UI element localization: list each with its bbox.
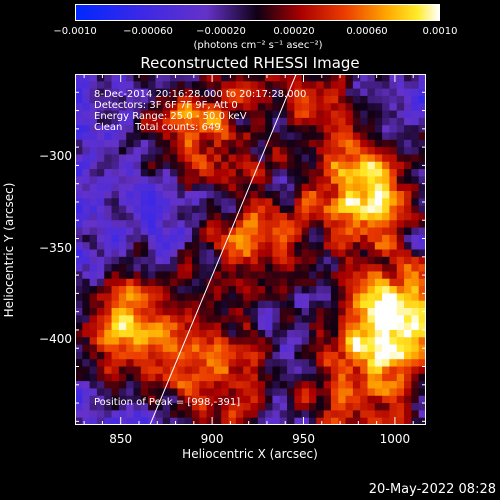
x-tick-label: 900 <box>200 432 224 446</box>
solar-limb-line <box>149 74 297 425</box>
x-tick-label: 1000 <box>379 432 411 446</box>
colorbar-unit-label: (photons cm⁻² s⁻¹ asec⁻²) <box>193 40 323 51</box>
heatmap-image <box>75 74 426 425</box>
colorbar-tick-label: 0.0010 <box>422 26 458 37</box>
info-line: Detectors: 3F 6F 7F 9F, Att 0 <box>94 100 238 111</box>
info-line: 8-Dec-2014 20:16:28.000 to 20:17:28.000 <box>94 89 307 100</box>
colorbar-tick-label: 0.00020 <box>273 26 315 37</box>
colorbar-tick-label: 0.00060 <box>346 26 388 37</box>
x-tick-label: 950 <box>292 432 315 446</box>
colorbar-tick-label: −0.00060 <box>123 26 173 37</box>
info-line: Energy Range: 25.0 - 50.0 keV <box>94 111 247 122</box>
plot-area <box>75 74 426 425</box>
heatmap-cells <box>75 74 426 425</box>
plot-frame <box>75 74 426 425</box>
x-axis-label: Heliocentric X (arcsec) <box>182 447 318 461</box>
colorbar-tick-label: −0.0010 <box>53 26 97 37</box>
y-tick-label: −350 <box>39 240 72 255</box>
x-tick-label: 850 <box>109 432 133 446</box>
colorbar <box>75 4 440 21</box>
timestamp: 20-May-2022 08:28 <box>368 482 496 497</box>
peak-position-label: Position of Peak = [998,-391] <box>94 397 241 408</box>
y-tick-label: −300 <box>39 149 72 164</box>
info-line: Clean Total counts: 649. <box>94 122 224 133</box>
axis-ticks <box>75 74 426 425</box>
colorbar-tick-label: −0.00020 <box>196 26 246 37</box>
y-tick-label: −400 <box>39 332 72 347</box>
y-axis-label: Heliocentric Y (arcsec) <box>2 182 16 318</box>
chart-title: Reconstructed RHESSI Image <box>140 54 360 72</box>
